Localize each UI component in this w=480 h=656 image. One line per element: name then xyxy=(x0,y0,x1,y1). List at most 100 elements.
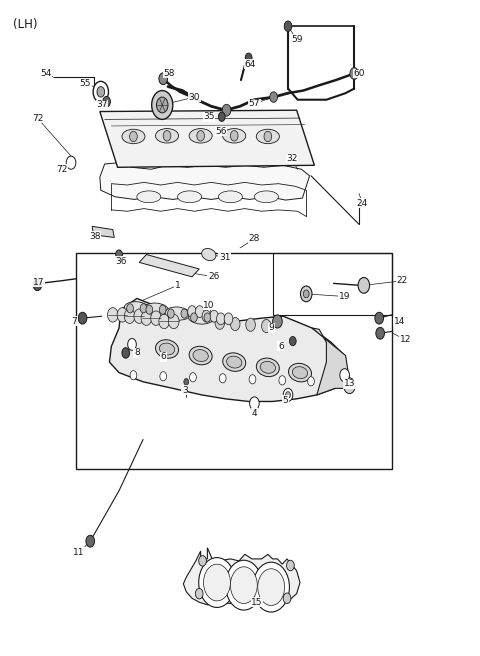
Text: 6: 6 xyxy=(278,342,284,351)
Circle shape xyxy=(258,569,285,605)
Text: 13: 13 xyxy=(344,379,355,388)
Ellipse shape xyxy=(256,129,279,144)
Circle shape xyxy=(204,564,230,601)
Circle shape xyxy=(249,375,256,384)
Text: 31: 31 xyxy=(219,253,230,262)
Circle shape xyxy=(190,373,196,382)
Circle shape xyxy=(116,250,122,259)
Circle shape xyxy=(215,316,225,329)
Circle shape xyxy=(156,97,168,113)
Circle shape xyxy=(287,560,294,571)
Circle shape xyxy=(344,378,355,394)
Text: 11: 11 xyxy=(73,548,85,557)
Text: 60: 60 xyxy=(353,69,365,78)
Circle shape xyxy=(141,311,152,325)
Circle shape xyxy=(219,374,226,383)
Text: 58: 58 xyxy=(163,69,175,78)
Ellipse shape xyxy=(254,191,278,203)
Ellipse shape xyxy=(227,356,242,368)
Circle shape xyxy=(33,279,42,291)
Circle shape xyxy=(103,96,110,107)
Circle shape xyxy=(128,338,136,350)
Text: 8: 8 xyxy=(134,348,140,358)
Text: 15: 15 xyxy=(251,598,263,607)
Polygon shape xyxy=(139,255,199,277)
Circle shape xyxy=(97,87,105,97)
Ellipse shape xyxy=(159,343,175,355)
Circle shape xyxy=(226,560,262,610)
Circle shape xyxy=(218,112,225,121)
Ellipse shape xyxy=(223,353,246,371)
Circle shape xyxy=(286,392,290,398)
Ellipse shape xyxy=(178,191,202,203)
Circle shape xyxy=(199,558,235,607)
Ellipse shape xyxy=(144,303,168,316)
Text: 72: 72 xyxy=(56,165,67,174)
Circle shape xyxy=(168,314,179,329)
Text: 36: 36 xyxy=(115,256,127,266)
Circle shape xyxy=(300,286,312,302)
Polygon shape xyxy=(183,548,300,605)
Circle shape xyxy=(284,21,292,31)
Ellipse shape xyxy=(260,361,276,373)
Circle shape xyxy=(340,369,349,382)
Circle shape xyxy=(202,310,211,322)
Circle shape xyxy=(270,92,277,102)
Circle shape xyxy=(204,313,211,322)
Polygon shape xyxy=(100,163,310,200)
Text: (LH): (LH) xyxy=(13,18,38,31)
Text: 59: 59 xyxy=(291,35,302,44)
Ellipse shape xyxy=(189,346,212,365)
Text: 24: 24 xyxy=(357,199,368,208)
Ellipse shape xyxy=(202,249,216,260)
Circle shape xyxy=(273,315,282,328)
Text: 72: 72 xyxy=(32,113,43,123)
Polygon shape xyxy=(109,298,346,401)
Circle shape xyxy=(351,69,358,78)
Circle shape xyxy=(66,156,76,169)
Circle shape xyxy=(195,588,203,599)
Circle shape xyxy=(159,314,169,329)
Circle shape xyxy=(127,304,133,313)
Circle shape xyxy=(130,371,137,380)
Circle shape xyxy=(151,311,161,325)
Circle shape xyxy=(283,593,291,604)
Circle shape xyxy=(230,318,240,331)
Text: 9: 9 xyxy=(268,323,274,333)
Circle shape xyxy=(168,309,174,318)
Circle shape xyxy=(191,313,197,322)
Ellipse shape xyxy=(124,302,149,315)
Text: 10: 10 xyxy=(203,300,215,310)
Circle shape xyxy=(188,306,196,318)
Text: 1: 1 xyxy=(175,281,180,290)
Circle shape xyxy=(86,535,95,547)
Ellipse shape xyxy=(256,358,279,377)
Text: 54: 54 xyxy=(40,69,51,78)
Circle shape xyxy=(245,53,252,62)
Text: 5: 5 xyxy=(283,396,288,405)
Ellipse shape xyxy=(223,129,246,143)
Circle shape xyxy=(376,327,384,339)
Circle shape xyxy=(108,308,118,322)
Text: 3: 3 xyxy=(182,386,188,395)
Text: 6: 6 xyxy=(160,352,166,361)
Circle shape xyxy=(283,388,293,401)
Circle shape xyxy=(160,372,167,381)
Circle shape xyxy=(199,556,206,566)
Circle shape xyxy=(375,312,384,324)
Text: 32: 32 xyxy=(286,154,298,163)
Circle shape xyxy=(78,312,87,324)
Circle shape xyxy=(358,277,370,293)
Ellipse shape xyxy=(122,129,145,144)
Circle shape xyxy=(93,81,108,102)
Text: 22: 22 xyxy=(396,276,408,285)
Ellipse shape xyxy=(156,129,179,143)
Ellipse shape xyxy=(156,340,179,358)
Circle shape xyxy=(246,318,255,331)
Text: 35: 35 xyxy=(203,112,215,121)
Circle shape xyxy=(350,68,359,79)
Ellipse shape xyxy=(292,367,308,379)
Circle shape xyxy=(230,131,238,141)
Ellipse shape xyxy=(188,311,213,324)
Text: 4: 4 xyxy=(252,409,257,418)
